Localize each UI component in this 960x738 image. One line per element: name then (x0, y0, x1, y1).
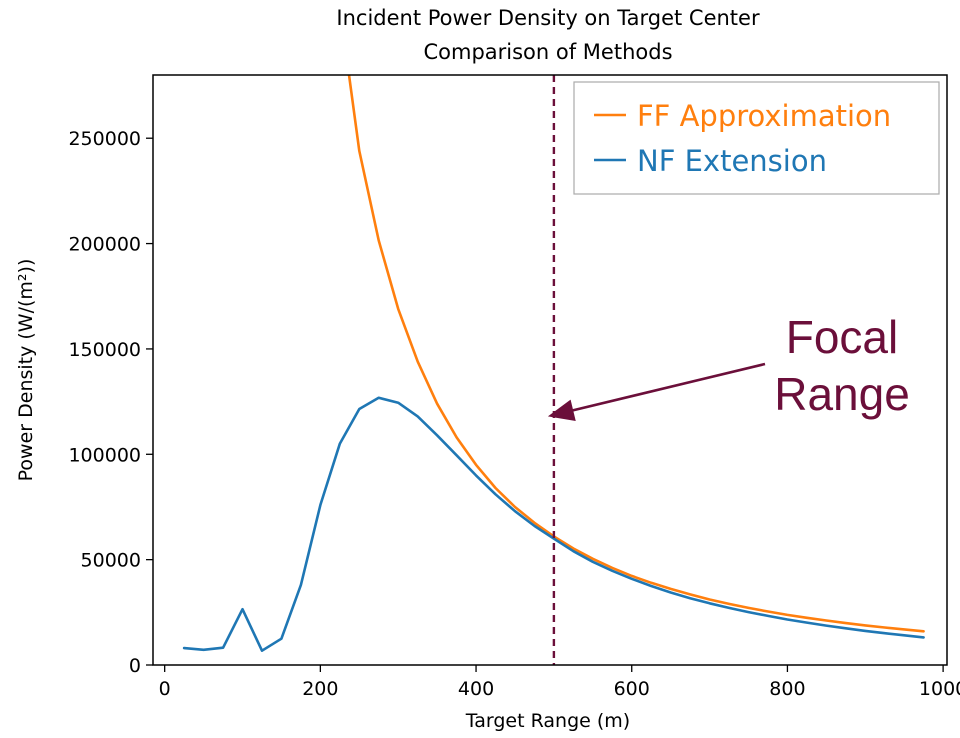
legend: FF Approximation NF Extension (573, 81, 940, 195)
y-tick-label: 50000 (81, 550, 141, 572)
chart-title: Incident Power Density on Target Center (336, 6, 760, 30)
y-tick-label: 100000 (68, 444, 141, 466)
axes-frame (152, 74, 948, 666)
x-tick-label: 400 (458, 678, 494, 700)
x-tick-label: 1000 (919, 678, 960, 700)
series-line-nf-extension (182, 396, 925, 653)
annotation-line-1: Focal (786, 311, 898, 363)
annotation-line-2: Range (774, 368, 910, 420)
series-layer (182, 75, 925, 653)
x-axis-label: Target Range (m) (465, 710, 630, 732)
y-tick-label: 200000 (68, 234, 141, 256)
legend-label-ff: FF Approximation (637, 99, 891, 133)
y-tick-label: 250000 (68, 128, 141, 150)
x-axis-ticks: 0 200 400 600 800 1000 (159, 665, 960, 700)
focal-range-annotation: Focal Range (547, 311, 910, 421)
x-tick-label: 600 (614, 678, 650, 700)
x-tick-label: 200 (302, 678, 338, 700)
annotation-arrow-head (547, 399, 576, 421)
legend-label-nf: NF Extension (637, 144, 827, 178)
x-tick-label: 0 (159, 678, 171, 700)
annotation-arrow-shaft (570, 362, 766, 412)
y-axis-ticks: 0 50000 100000 150000 200000 250000 (68, 128, 153, 677)
chart-subtitle: Comparison of Methods (423, 40, 672, 64)
plot-area (182, 75, 925, 665)
legend-box (573, 81, 940, 195)
x-tick-label: 800 (769, 678, 805, 700)
y-axis-label: Power Density (W/(m²)) (15, 259, 37, 482)
series-line-ff-approximation (347, 75, 925, 633)
y-tick-label: 0 (129, 655, 141, 677)
y-tick-label: 150000 (68, 339, 141, 361)
